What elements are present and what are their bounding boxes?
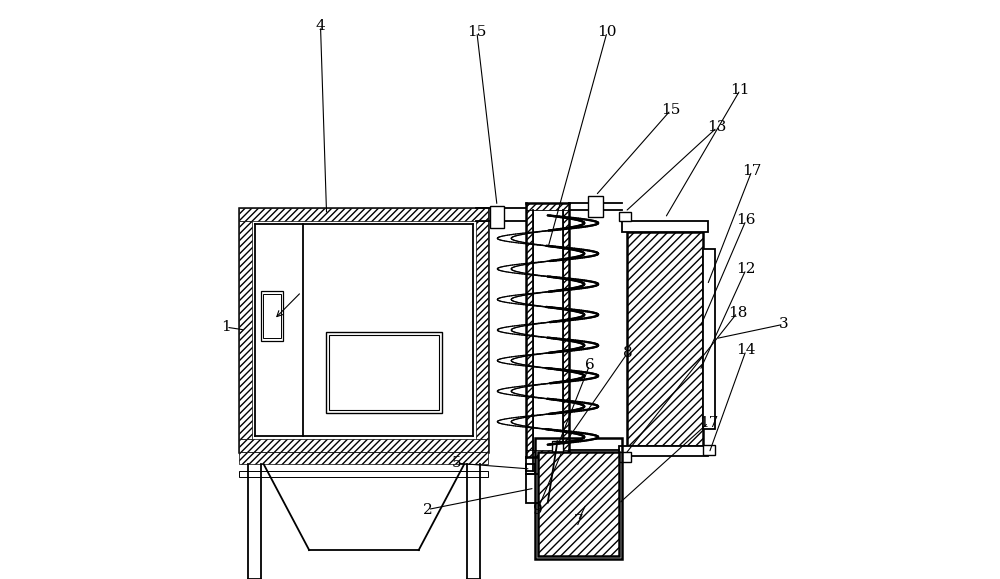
Text: 15: 15 — [467, 25, 487, 39]
Bar — [535, 438, 622, 559]
Polygon shape — [547, 307, 598, 323]
Text: 6: 6 — [585, 358, 595, 372]
Text: 5: 5 — [452, 456, 461, 470]
Text: 16: 16 — [736, 213, 756, 227]
Text: 3: 3 — [779, 317, 789, 331]
Text: 10: 10 — [597, 25, 617, 39]
Polygon shape — [546, 399, 598, 414]
Bar — [239, 208, 488, 452]
Bar — [261, 291, 283, 340]
Text: 14: 14 — [736, 343, 756, 357]
Bar — [622, 221, 708, 232]
Bar — [490, 206, 504, 228]
Bar — [526, 450, 569, 457]
Bar — [588, 196, 603, 217]
Bar — [526, 203, 569, 210]
Bar — [563, 203, 569, 457]
Polygon shape — [548, 430, 598, 445]
Bar — [703, 445, 715, 455]
Text: 13: 13 — [707, 120, 727, 134]
Text: 17: 17 — [699, 416, 718, 430]
Bar — [627, 232, 703, 446]
Text: 4: 4 — [316, 19, 325, 33]
Text: 12: 12 — [736, 262, 756, 276]
Text: 2: 2 — [423, 503, 432, 516]
Text: 11: 11 — [731, 83, 750, 97]
Text: 7: 7 — [573, 514, 583, 528]
Bar — [703, 249, 715, 428]
Text: 9: 9 — [533, 503, 543, 516]
Bar — [239, 208, 488, 221]
Text: 1: 1 — [221, 320, 231, 334]
Text: 17: 17 — [742, 164, 762, 178]
Bar — [619, 446, 708, 456]
Bar — [619, 212, 631, 221]
Bar — [239, 221, 252, 439]
Bar — [326, 332, 442, 413]
Bar — [263, 294, 281, 338]
Bar — [526, 474, 569, 503]
Bar — [329, 335, 439, 410]
Polygon shape — [548, 369, 598, 383]
Bar — [239, 471, 488, 477]
Bar — [619, 452, 631, 462]
Polygon shape — [549, 338, 598, 353]
Bar — [538, 452, 619, 556]
Bar — [476, 221, 488, 439]
Bar — [239, 452, 488, 464]
Text: 15: 15 — [661, 103, 680, 117]
Bar — [552, 441, 563, 452]
Polygon shape — [548, 277, 598, 292]
Bar — [526, 203, 533, 457]
Bar — [239, 439, 488, 452]
Text: 8: 8 — [623, 346, 632, 360]
Polygon shape — [549, 246, 598, 261]
Text: 18: 18 — [728, 306, 747, 320]
